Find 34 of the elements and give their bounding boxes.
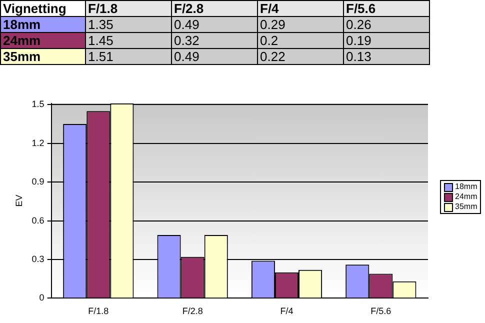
x-tick-label: F/1.8 bbox=[88, 306, 109, 316]
y-tick-label: 1.2 bbox=[32, 138, 44, 148]
data-label: 1.51 bbox=[86, 48, 172, 64]
data-label: 1.45 bbox=[86, 32, 172, 48]
x-tick-label: F/2.8 bbox=[182, 306, 203, 316]
x-tick-label: F/4 bbox=[280, 306, 294, 316]
data-label: 0.32 bbox=[172, 32, 258, 48]
chart-title: Vignetting bbox=[0, 0, 86, 16]
data-label: 0.22 bbox=[258, 48, 344, 64]
category-label: F/4 bbox=[260, 1, 279, 16]
category-label: F/5.6 bbox=[346, 1, 376, 16]
data-label: 0.29 bbox=[258, 16, 344, 32]
y-axis-title: EV bbox=[14, 194, 24, 207]
x-tick-label: F/5.6 bbox=[370, 306, 392, 316]
text: 24mm bbox=[3, 33, 41, 48]
y-tick-label: 0.3 bbox=[32, 254, 44, 264]
y-tick-label: 0 bbox=[39, 292, 44, 303]
data-label: 0.13 bbox=[344, 48, 430, 64]
y-tick-label: 0.9 bbox=[32, 176, 44, 187]
y-tick-label: 0.6 bbox=[32, 215, 44, 226]
data-label: 1.35 bbox=[86, 16, 172, 32]
data-label: 0.2 bbox=[258, 32, 344, 48]
text: 18mm bbox=[0, 16, 86, 32]
legend-label: 35mm bbox=[455, 202, 478, 212]
data-label: 0.19 bbox=[344, 32, 430, 48]
y-tick-label: 1.5 bbox=[32, 99, 44, 110]
data-label: 0.49 bbox=[172, 16, 258, 32]
text: 35mm bbox=[3, 49, 41, 64]
category-label: F/2.8 bbox=[174, 1, 204, 16]
data-label: 0.26 bbox=[344, 16, 430, 32]
text: 18mm bbox=[455, 182, 478, 191]
legend-label: 24mm bbox=[455, 192, 478, 202]
data-label: 0.49 bbox=[172, 48, 258, 64]
category-label: F/1.8 bbox=[88, 1, 118, 16]
